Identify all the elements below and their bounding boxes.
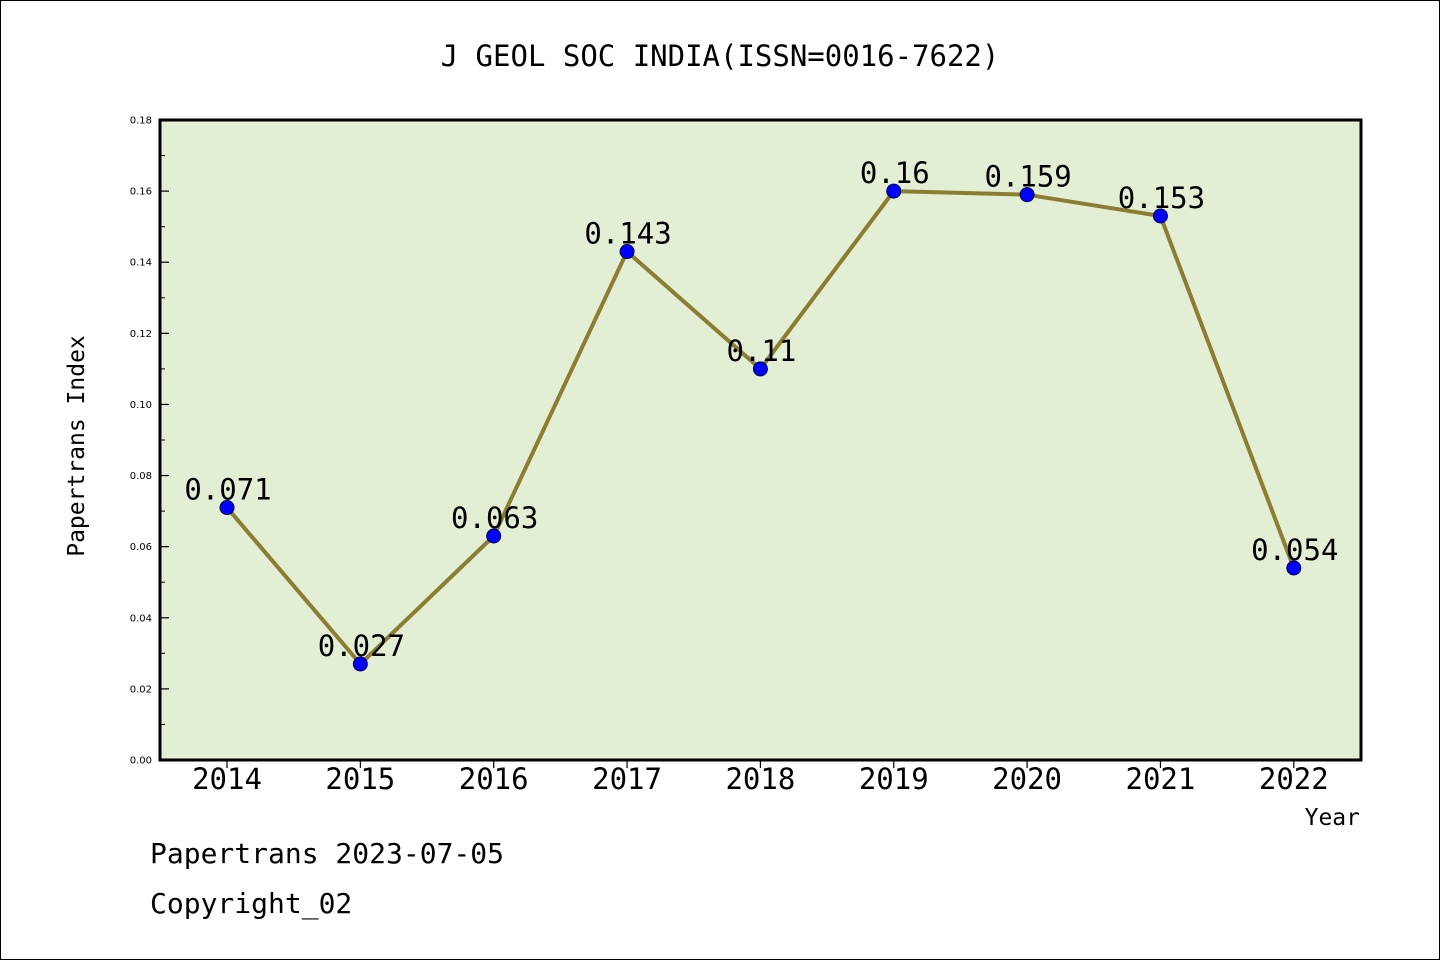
data-point bbox=[886, 183, 902, 199]
x-tick-label: 2014 bbox=[192, 762, 262, 796]
footer-date: Papertrans 2023-07-05 bbox=[150, 837, 505, 870]
data-point bbox=[219, 500, 235, 516]
data-point bbox=[752, 361, 768, 377]
y-tick-label: 0.04 bbox=[130, 613, 152, 624]
x-axis: 2014 2015 2016 2017 2018 2019 2020 2021 2022 bbox=[192, 760, 1329, 796]
plot-area bbox=[158, 118, 1363, 762]
data-label: 0.054 bbox=[1251, 533, 1338, 567]
data-label: 0.027 bbox=[318, 629, 405, 663]
data-markers bbox=[219, 183, 1302, 672]
x-tick-label: 2018 bbox=[725, 762, 795, 796]
y-tick-label: 0.06 bbox=[130, 542, 152, 553]
y-tick-label: 0.10 bbox=[130, 400, 152, 411]
y-tick-label: 0.00 bbox=[130, 756, 152, 767]
data-point bbox=[1019, 187, 1035, 203]
y-axis-label: Papertrans Index bbox=[64, 335, 90, 557]
x-axis-label: Year bbox=[1305, 805, 1360, 831]
data-label: 0.159 bbox=[984, 160, 1071, 194]
footer-copyright: Copyright_02 bbox=[150, 887, 353, 920]
x-tick-label: 2017 bbox=[592, 762, 662, 796]
x-tick-label: 2022 bbox=[1259, 762, 1329, 796]
data-point bbox=[1152, 208, 1168, 224]
x-tick-label: 2020 bbox=[992, 762, 1062, 796]
data-label: 0.063 bbox=[451, 501, 538, 535]
data-point bbox=[1286, 560, 1302, 576]
data-point bbox=[619, 244, 635, 260]
y-tick-label: 0.08 bbox=[130, 471, 152, 482]
x-tick-label: 2016 bbox=[459, 762, 529, 796]
y-tick-label: 0.18 bbox=[130, 116, 152, 127]
y-tick-label: 0.12 bbox=[130, 329, 152, 340]
x-tick-label: 2015 bbox=[325, 762, 395, 796]
data-label: 0.153 bbox=[1118, 181, 1205, 215]
x-tick-label: 2019 bbox=[859, 762, 929, 796]
y-tick-label: 0.14 bbox=[130, 258, 152, 269]
data-label: 0.143 bbox=[584, 217, 671, 251]
data-point bbox=[486, 528, 502, 544]
chart-title: J GEOL SOC INDIA(ISSN=0016-7622) bbox=[441, 39, 1000, 73]
x-tick-label: 2021 bbox=[1126, 762, 1196, 796]
y-tick-label: 0.02 bbox=[130, 684, 152, 695]
y-axis: 0.00 0.02 0.04 0.06 0.08 0.10 0.12 0.14 0.16 0.18 bbox=[130, 116, 169, 767]
data-point bbox=[352, 656, 368, 672]
data-labels: 0.071 0.027 0.063 0.143 0.11 0.16 0.159 0.153 0.… bbox=[184, 156, 1338, 663]
data-label: 0.11 bbox=[726, 334, 796, 368]
y-tick-label: 0.16 bbox=[130, 187, 152, 198]
data-label: 0.16 bbox=[860, 156, 930, 190]
data-label: 0.071 bbox=[184, 473, 271, 507]
